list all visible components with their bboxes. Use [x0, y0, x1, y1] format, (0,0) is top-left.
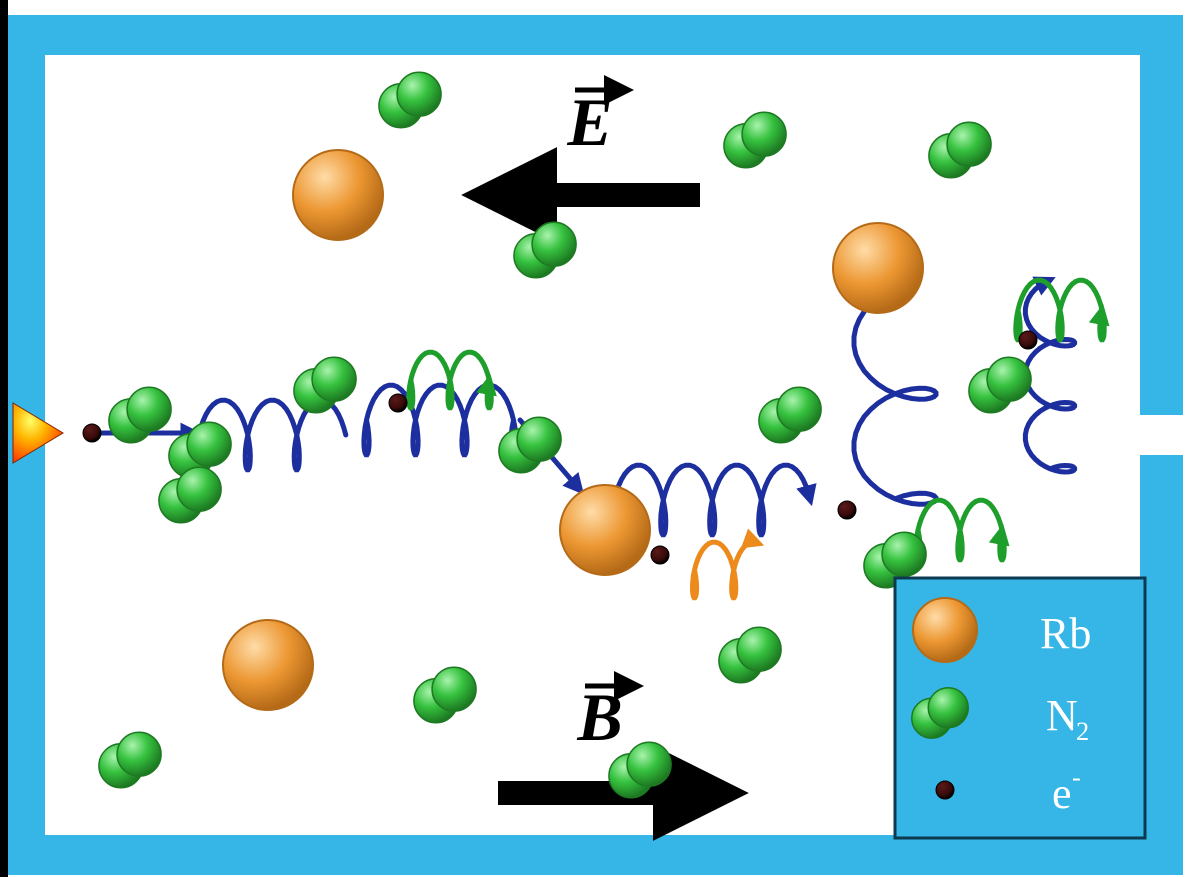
electron — [838, 501, 856, 519]
diagram-root: E B Rb N2e- — [0, 0, 1185, 877]
n2-molecule-lobe — [127, 387, 171, 431]
n2-molecule-lobe — [312, 357, 356, 401]
left-edge-bar — [0, 0, 8, 877]
electron — [1019, 331, 1037, 349]
legend-label-sub: 2 — [1076, 716, 1089, 746]
rb-atom — [223, 620, 313, 710]
n2-molecule-lobe — [737, 627, 781, 671]
b-field-label: B — [576, 679, 622, 755]
n2-molecule-lobe — [987, 357, 1031, 401]
chamber-opening — [1140, 415, 1185, 455]
legend-electron-icon — [936, 781, 954, 799]
legend-rb-icon — [913, 598, 977, 662]
n2-molecule-lobe — [517, 417, 561, 461]
electron — [651, 546, 669, 564]
n2-molecule-lobe — [777, 387, 821, 431]
legend-label: e — [1052, 769, 1072, 818]
n2-molecule-lobe — [432, 667, 476, 711]
n2-molecule-lobe — [742, 112, 786, 156]
electron — [83, 424, 101, 442]
electron — [389, 394, 407, 412]
legend-label-sup: - — [1072, 762, 1081, 792]
rb-atom — [293, 150, 383, 240]
e-field-label: E — [566, 84, 612, 160]
n2-molecule-lobe — [177, 467, 221, 511]
legend-label: N — [1046, 691, 1078, 740]
legend-label: Rb — [1040, 609, 1091, 658]
n2-molecule-lobe — [397, 72, 441, 116]
n2-molecule-lobe — [532, 222, 576, 266]
n2-molecule-lobe — [117, 732, 161, 776]
n2-molecule-lobe — [928, 688, 968, 728]
n2-molecule-lobe — [882, 532, 926, 576]
rb-atom — [560, 485, 650, 575]
n2-molecule-lobe — [187, 422, 231, 466]
n2-molecule-lobe — [627, 742, 671, 786]
n2-molecule-lobe — [947, 122, 991, 166]
rb-atom — [833, 223, 923, 313]
